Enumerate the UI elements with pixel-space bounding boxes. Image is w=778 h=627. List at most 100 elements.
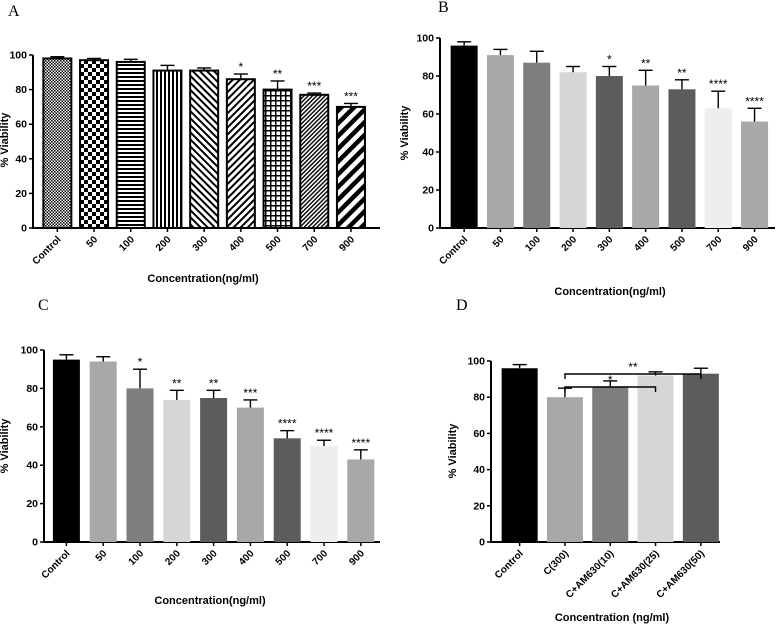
panel-c: C % Viability Concentration(ng/ml) 0 20 40…	[0, 297, 380, 607]
bar	[152, 69, 183, 229]
y-tick-label: 60	[473, 428, 485, 440]
bar	[347, 459, 375, 542]
x-tick-label: 500	[264, 234, 284, 254]
x-tick-label: 400	[227, 234, 247, 254]
bar	[682, 373, 719, 542]
panel-label: B	[438, 0, 449, 16]
y-axis-label: % Viability	[447, 423, 459, 479]
bar	[115, 60, 146, 229]
x-tick-label: 200	[560, 234, 580, 254]
significance-label: ****	[351, 436, 370, 450]
x-tick-label: Control	[40, 548, 73, 581]
significance-label: **	[172, 376, 182, 390]
y-tick-label: 80	[473, 392, 485, 404]
bar	[79, 59, 110, 229]
panel-a: A % Viability Concentration(ng/ml) 0 20 40…	[0, 3, 380, 285]
comparison-bracket	[564, 386, 657, 392]
y-tick-label: 100	[416, 33, 434, 45]
significance-label: ****	[315, 426, 334, 440]
bar	[335, 105, 366, 229]
comparison-label: *	[608, 373, 613, 387]
significance-label: **	[641, 56, 651, 70]
comparison-bracket	[564, 373, 702, 379]
x-tick-label: 300	[596, 234, 616, 254]
bar	[310, 446, 338, 542]
x-tick-label: 100	[127, 548, 147, 568]
x-tick-label: 700	[705, 234, 725, 254]
panel-label: A	[8, 3, 20, 20]
y-tick-label: 20	[15, 188, 27, 200]
bar	[668, 89, 696, 228]
y-tick-label: 40	[422, 147, 434, 159]
y-tick-label: 60	[422, 109, 434, 121]
y-tick-label: 80	[26, 383, 38, 395]
significance-label: ****	[745, 94, 764, 108]
bar	[262, 88, 293, 229]
y-tick-label: 100	[20, 345, 38, 357]
significance-label: *	[138, 355, 143, 369]
y-axis-label: % Viability	[399, 105, 411, 161]
bar	[637, 375, 674, 542]
significance-label: *	[607, 53, 612, 67]
bar	[126, 388, 154, 542]
y-tick-label: 80	[422, 71, 434, 83]
x-tick-label: 300	[200, 548, 220, 568]
significance-label: ***	[307, 79, 321, 93]
y-tick-label: 20	[26, 498, 38, 510]
y-tick-label: 0	[21, 223, 27, 235]
x-tick-label: 50	[491, 234, 507, 250]
bar	[546, 397, 583, 542]
y-tick-label: 0	[479, 537, 485, 549]
x-tick-label: 100	[117, 234, 137, 254]
bar	[523, 62, 551, 229]
panel-b: B % Viability Concentration(ng/ml) 0 20 40…	[399, 0, 775, 298]
bar	[486, 55, 514, 228]
panel-label: C	[38, 297, 49, 314]
y-tick-label: 40	[473, 464, 485, 476]
x-tick-label: 300	[191, 234, 211, 254]
y-tick-label: 80	[15, 84, 27, 96]
significance-label: ****	[278, 417, 297, 431]
x-tick-label: Control	[437, 234, 470, 267]
y-tick-label: 60	[15, 119, 27, 131]
y-tick-label: 0	[428, 223, 434, 235]
x-tick-label: 400	[237, 548, 257, 568]
x-tick-label: Control	[31, 234, 64, 267]
x-axis-label: Concentration (ng/ml)	[555, 612, 670, 624]
x-tick-label: C(300)	[542, 548, 571, 577]
x-tick-label: 400	[632, 234, 652, 254]
x-tick-label: 900	[337, 234, 357, 254]
y-tick-label: 100	[9, 50, 27, 62]
significance-label: ***	[243, 386, 257, 400]
y-axis-label: % Viability	[0, 112, 11, 168]
bar	[299, 93, 330, 230]
significance-label: **	[677, 66, 687, 80]
panel-label: D	[456, 297, 468, 314]
x-axis-label: Concentration(ng/ml)	[154, 595, 266, 607]
x-tick-label: 200	[163, 548, 183, 568]
significance-label: **	[209, 376, 219, 390]
x-tick-label: 100	[523, 234, 543, 254]
significance-label: *	[239, 60, 244, 74]
x-tick-label: 50	[94, 548, 110, 564]
bar	[163, 399, 191, 542]
x-tick-label: C+AM630(50)	[655, 548, 707, 600]
x-tick-label: 200	[154, 234, 174, 254]
bar	[89, 361, 117, 542]
x-tick-label: 500	[274, 548, 294, 568]
panel-d: D % Viability Concentration (ng/ml) 0 20 4…	[447, 297, 720, 624]
y-tick-label: 20	[473, 500, 485, 512]
y-axis-label: % Viability	[0, 418, 11, 474]
bar	[704, 108, 732, 228]
x-tick-label: 700	[311, 548, 331, 568]
bar	[559, 72, 587, 228]
y-tick-label: 100	[467, 356, 485, 368]
bar	[592, 386, 629, 542]
chart-marks: 0 20 40 60 80 100 Control 50 * 100 ** 200 ** 300 *** 40…	[20, 345, 380, 581]
bar	[225, 78, 256, 229]
bar	[632, 85, 660, 228]
bar	[42, 57, 73, 229]
x-tick-label: 700	[301, 234, 321, 254]
